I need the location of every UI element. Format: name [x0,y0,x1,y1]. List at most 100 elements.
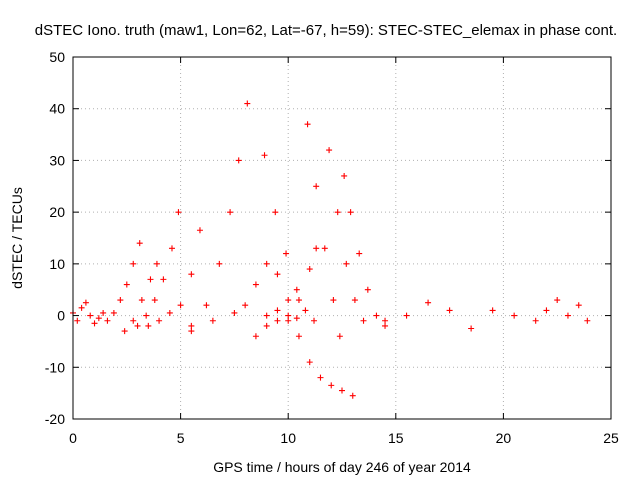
data-point [78,304,85,311]
data-point [575,302,582,309]
data-point [143,312,150,319]
data-point [351,297,358,304]
data-point [489,307,496,314]
data-point [295,333,302,340]
data-point [293,286,300,293]
data-point [209,317,216,324]
data-point [336,333,343,340]
data-point [166,309,173,316]
data-point [91,320,98,327]
grid-lines [73,57,611,419]
plot-frame [72,56,612,420]
data-point [130,317,137,324]
data-point [104,317,111,324]
data-point [130,260,137,267]
data-point [382,322,389,329]
x-tick-label: 25 [603,430,619,446]
data-point [261,152,268,159]
y-tick-label: 0 [57,308,65,324]
data-point [216,260,223,267]
data-series-2 [121,260,160,335]
x-axis-label: GPS time / hours of day 246 of year 2014 [213,459,471,475]
data-point [274,271,281,278]
data-point [235,157,242,164]
data-point [364,286,371,293]
data-point [317,374,324,381]
data-point [244,100,251,107]
data-point [175,209,182,216]
data-point [242,302,249,309]
data-point [151,297,158,304]
data-point [110,309,117,316]
y-tick-label: -10 [45,359,65,375]
data-point [360,317,367,324]
data-point [564,312,571,319]
data-point [263,322,270,329]
data-point [349,392,356,399]
x-tick-label: 10 [280,430,296,446]
data-point [302,307,309,314]
data-point [285,317,292,324]
data-point [306,359,313,366]
data-point [283,250,290,257]
x-tick-label: 20 [496,430,512,446]
data-series-6 [188,260,300,329]
data-point [356,250,363,257]
axis-ticks: 0 5 10 15 20 25 -20 -10 0 10 20 30 40 50 [45,49,619,446]
data-point [330,297,337,304]
data-series-4 [145,227,203,329]
data-point [134,322,141,329]
data-point [168,245,175,252]
data-point [203,302,210,309]
data-point [373,312,380,319]
data-point [313,245,320,252]
data-point [274,317,281,324]
y-axis-label: dSTEC / TECUs [9,187,25,289]
data-point [425,299,432,306]
data-point [532,317,539,324]
data-point [543,307,550,314]
data-series-12 [341,172,389,329]
data-point [272,209,279,216]
chart-title: dSTEC Iono. truth (maw1, Lon=62, Lat=-67… [35,22,617,39]
data-point [252,281,259,288]
data-point [328,382,335,389]
data-point [511,312,518,319]
data-point [468,325,475,332]
data-point [123,281,130,288]
data-point [274,307,281,314]
data-point [554,297,561,304]
data-point [87,312,94,319]
data-series-1 [104,240,143,324]
data-point [145,322,152,329]
data-point [136,240,143,247]
data-point [295,297,302,304]
x-tick-label: 15 [388,430,404,446]
data-point [285,297,292,304]
data-point [446,307,453,314]
data-series-14 [532,297,591,324]
data-point [188,322,195,329]
data-point [177,302,184,309]
data-point [100,309,107,316]
data-point [138,297,145,304]
data-series-11 [326,147,367,324]
data-point [403,312,410,319]
data-series-5 [188,100,251,335]
data-series-9 [263,245,320,329]
data-point [153,260,160,267]
data-point [252,333,259,340]
data-series-0 [70,299,107,327]
data-series-10 [304,121,343,340]
data-point [160,276,167,283]
data-point [334,209,341,216]
y-tick-label: 10 [49,256,65,272]
y-tick-label: 20 [49,204,65,220]
data-point [321,245,328,252]
y-tick-label: 30 [49,152,65,168]
data-series-7 [252,307,356,399]
data-point [82,299,89,306]
data-point [263,260,270,267]
data-point [231,309,238,316]
